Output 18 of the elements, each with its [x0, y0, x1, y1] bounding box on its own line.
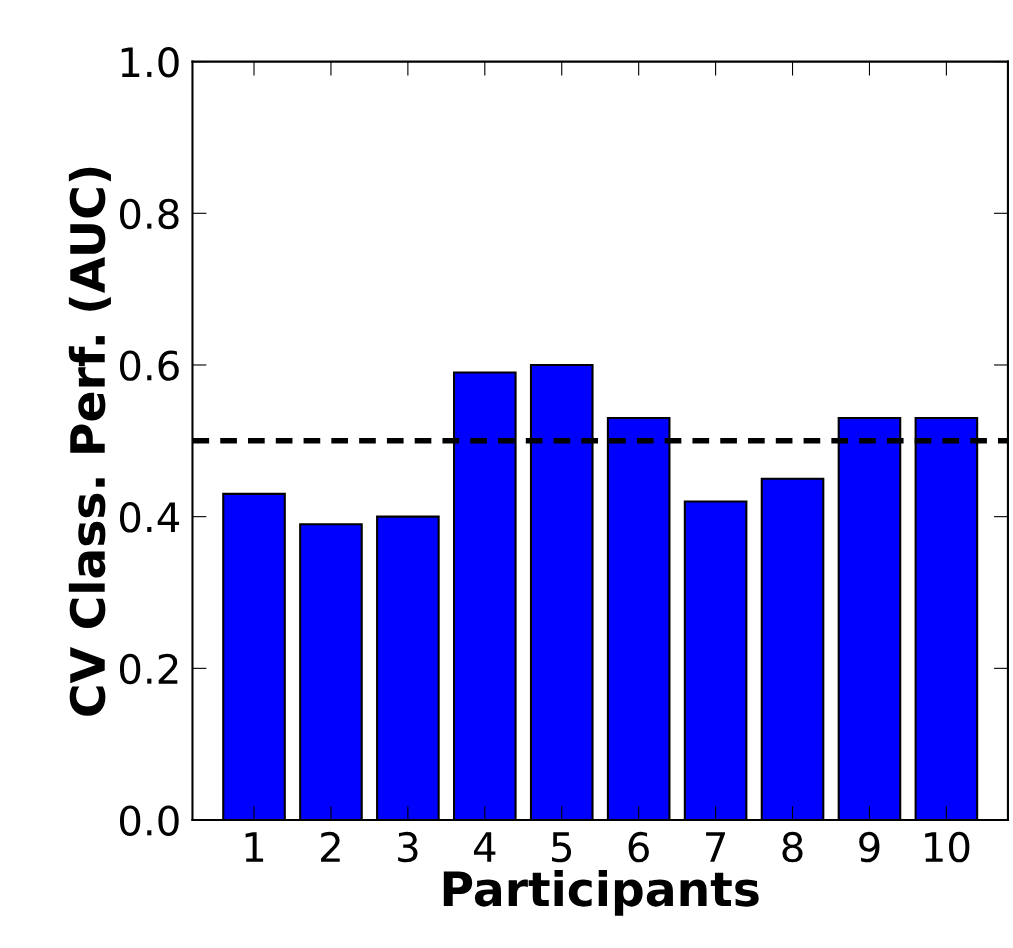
y-axis-title: CV Class. Perf. (AUC) [68, 167, 111, 716]
y-tick-label: 1.0 [121, 47, 179, 78]
x-tick-label: 9 [859, 831, 880, 863]
y-tick-label: 0.2 [119, 653, 178, 685]
x-tick-label: 3 [398, 831, 418, 863]
x-tick-label: 7 [706, 832, 725, 862]
x-axis-title: Participants [443, 870, 759, 916]
x-tick-label: 2 [321, 831, 340, 862]
x-tick-label: 1 [245, 832, 264, 862]
x-tick-label: 5 [552, 832, 572, 863]
y-tick-label: 0.0 [119, 805, 179, 836]
x-tick-label: 8 [782, 831, 803, 863]
x-tick-label: 6 [628, 831, 649, 863]
y-tick-label: 0.4 [119, 502, 180, 533]
y-tick-label: 0.8 [119, 198, 179, 230]
x-tick-label: 10 [925, 831, 970, 863]
y-tick-label: 0.6 [119, 350, 179, 381]
x-tick-label: 4 [473, 832, 496, 862]
